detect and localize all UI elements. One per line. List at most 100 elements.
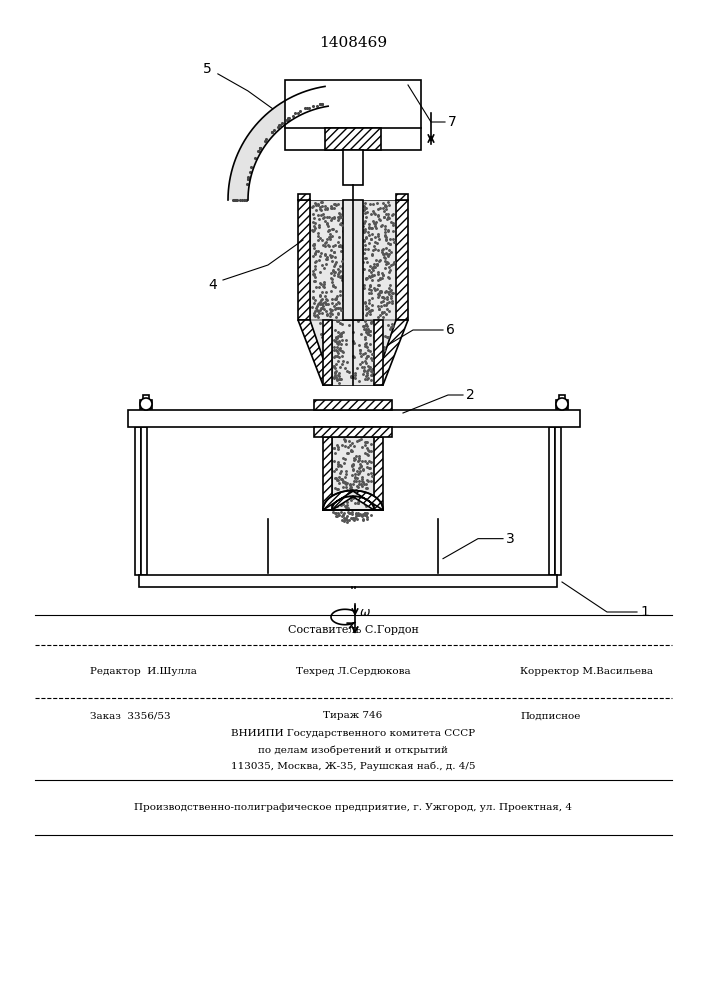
- Point: [361, 324, 372, 340]
- Point: [332, 336, 344, 352]
- Point: [323, 347, 334, 363]
- Point: [339, 203, 350, 219]
- Point: [360, 434, 371, 450]
- Point: [334, 269, 346, 285]
- Point: [381, 211, 392, 227]
- Point: [358, 245, 370, 261]
- Bar: [343, 150, 363, 185]
- Point: [359, 295, 370, 311]
- Point: [378, 209, 390, 225]
- Point: [361, 321, 372, 337]
- Point: [329, 196, 341, 212]
- Point: [376, 270, 387, 286]
- Point: [334, 208, 346, 224]
- Point: [345, 368, 356, 384]
- Point: [329, 453, 340, 469]
- Point: [387, 206, 399, 222]
- Point: [351, 506, 362, 522]
- Text: Подписное: Подписное: [520, 712, 580, 720]
- Point: [377, 304, 388, 320]
- Point: [334, 238, 345, 254]
- Point: [378, 241, 389, 257]
- Point: [367, 196, 378, 212]
- Point: [382, 317, 394, 333]
- Point: [344, 437, 356, 453]
- Point: [318, 278, 329, 294]
- Point: [341, 233, 353, 249]
- Point: [318, 301, 329, 317]
- Point: [363, 443, 374, 459]
- Point: [332, 348, 343, 364]
- Point: [235, 192, 246, 208]
- Point: [351, 490, 363, 506]
- Point: [337, 251, 349, 267]
- Point: [361, 339, 373, 355]
- Point: [359, 237, 370, 253]
- Point: [332, 294, 344, 310]
- Point: [358, 507, 369, 523]
- Point: [358, 222, 369, 238]
- Point: [340, 466, 351, 482]
- Point: [348, 301, 359, 317]
- Point: [346, 435, 358, 451]
- Point: [332, 335, 343, 351]
- Point: [383, 303, 395, 319]
- Point: [355, 348, 366, 364]
- Point: [361, 200, 372, 216]
- Point: [316, 329, 327, 345]
- Point: [356, 508, 367, 524]
- Point: [321, 231, 332, 247]
- Polygon shape: [298, 320, 332, 385]
- Point: [361, 350, 372, 366]
- Point: [329, 360, 341, 376]
- Point: [341, 198, 352, 214]
- Point: [373, 231, 385, 247]
- Point: [343, 445, 354, 461]
- Point: [330, 223, 341, 239]
- Point: [330, 505, 341, 521]
- Point: [359, 329, 370, 345]
- Point: [341, 247, 353, 263]
- Point: [341, 223, 353, 239]
- Point: [361, 492, 373, 508]
- Point: [355, 266, 366, 282]
- Point: [341, 354, 353, 370]
- Point: [308, 289, 319, 305]
- Point: [337, 473, 349, 489]
- Point: [330, 342, 341, 358]
- Point: [360, 371, 371, 387]
- Point: [331, 372, 342, 388]
- Point: [357, 359, 368, 375]
- Bar: [298, 200, 310, 320]
- Point: [327, 221, 339, 237]
- Point: [363, 300, 374, 316]
- Point: [329, 369, 340, 385]
- Point: [329, 237, 341, 253]
- Point: [380, 206, 392, 222]
- Point: [350, 470, 361, 486]
- Point: [342, 269, 354, 285]
- Point: [340, 281, 351, 297]
- Bar: [135, 427, 141, 575]
- Point: [356, 478, 368, 494]
- Point: [323, 222, 334, 238]
- Point: [330, 330, 341, 346]
- Point: [380, 197, 391, 213]
- Point: [333, 229, 344, 245]
- Point: [344, 248, 356, 264]
- Point: [331, 508, 342, 524]
- Point: [339, 438, 350, 454]
- Point: [370, 241, 381, 257]
- Point: [365, 196, 376, 212]
- Point: [359, 241, 370, 257]
- Point: [385, 214, 397, 230]
- Point: [321, 296, 332, 312]
- Point: [320, 291, 332, 307]
- Point: [320, 296, 332, 312]
- Point: [244, 164, 255, 180]
- Point: [370, 356, 381, 372]
- Point: [314, 248, 325, 264]
- Point: [312, 243, 324, 259]
- Point: [361, 271, 372, 287]
- Point: [338, 455, 349, 471]
